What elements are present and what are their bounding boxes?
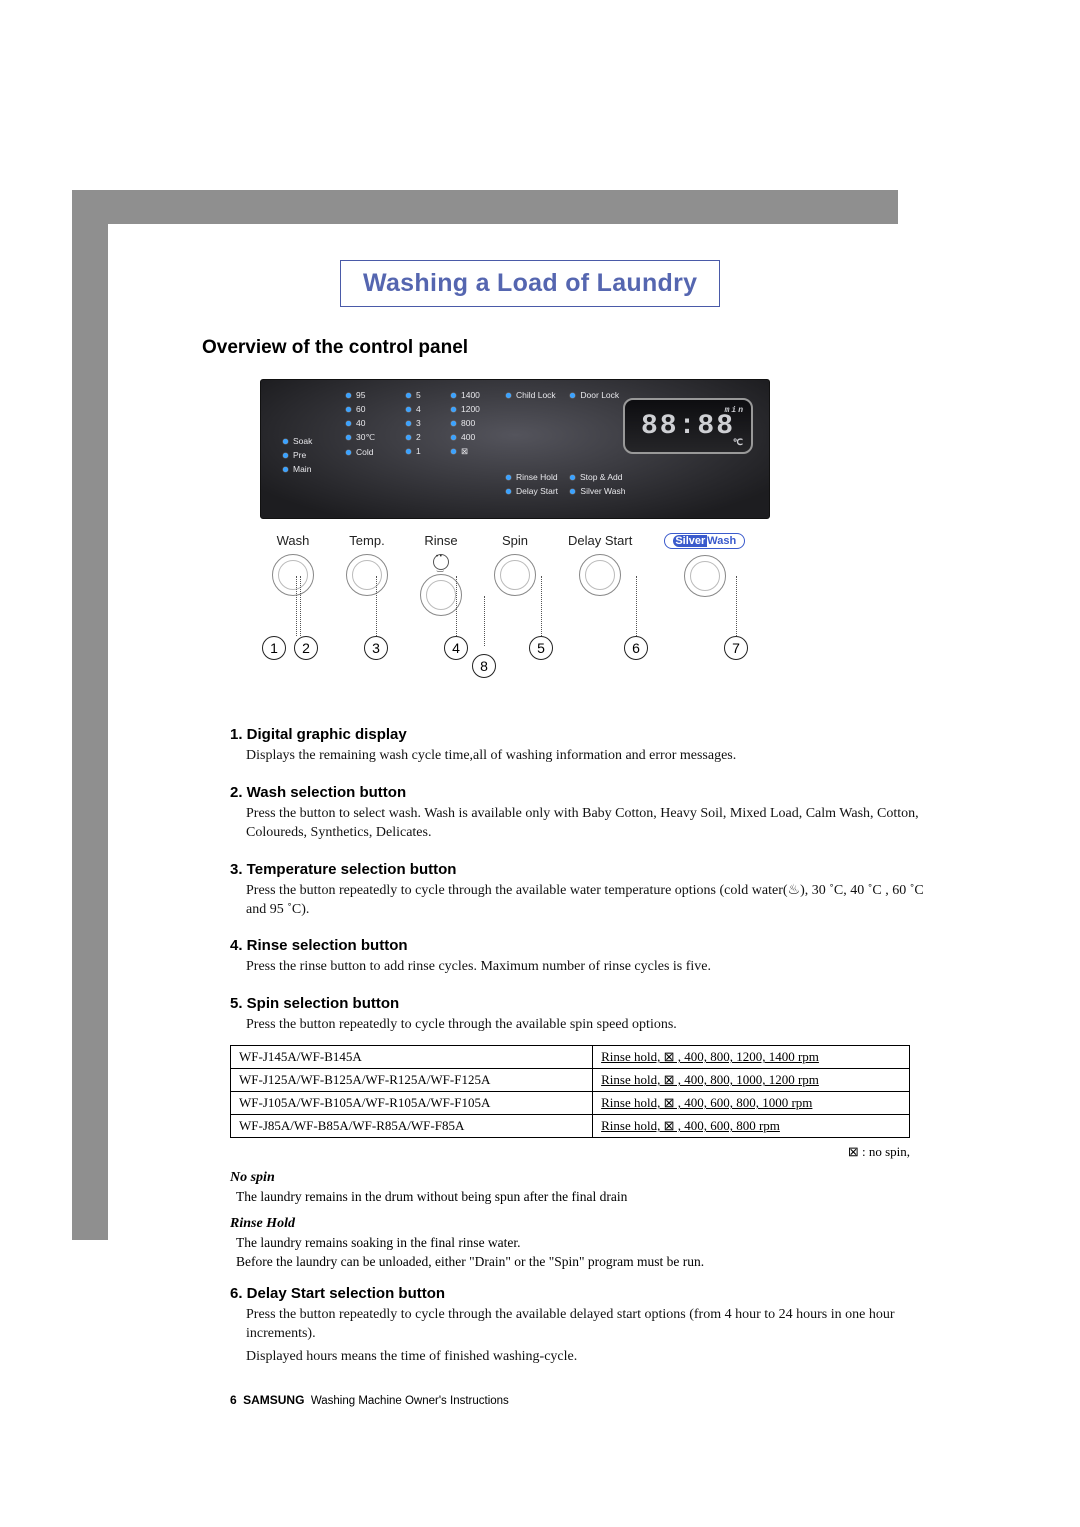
spin-options-col: 1400 1200 800 400 ⊠ bbox=[451, 390, 480, 457]
item-3-heading: 3. Temperature selection button bbox=[230, 861, 930, 878]
spin-speed-table: WF-J145A/WF-B145ARinse hold, ⊠ , 400, 80… bbox=[230, 1045, 910, 1138]
item-4-text: Press the rinse button to add rinse cycl… bbox=[246, 958, 930, 977]
item-2: 2. Wash selection button Press the butto… bbox=[230, 784, 930, 843]
lcd-value: 88:88 bbox=[641, 411, 735, 442]
control-panel-diagram: Soak Pre Main 95 60 40 30℃ Cold 5 4 3 2 … bbox=[260, 379, 930, 696]
lcd-unit: min bbox=[725, 406, 745, 415]
marker-4: 4 bbox=[444, 636, 468, 660]
knob-icon bbox=[346, 554, 388, 596]
marker-2: 2 bbox=[294, 636, 318, 660]
no-spin-legend: ⊠ : no spin, bbox=[230, 1144, 910, 1160]
item-1-text: Displays the remaining wash cycle time,a… bbox=[246, 747, 930, 766]
item-6-text2: Displayed hours means the time of finish… bbox=[246, 1348, 930, 1367]
table-row: WF-J125A/WF-B125A/WF-R125A/WF-F125ARinse… bbox=[231, 1069, 910, 1092]
silver-wash-badge: SilverWash bbox=[664, 533, 745, 549]
marker-3: 3 bbox=[364, 636, 388, 660]
marker-5: 5 bbox=[529, 636, 553, 660]
marker-7: 7 bbox=[724, 636, 748, 660]
marker-8: 8 bbox=[472, 654, 496, 678]
knob-icon bbox=[684, 555, 726, 597]
table-row: WF-J145A/WF-B145ARinse hold, ⊠ , 400, 80… bbox=[231, 1046, 910, 1069]
face-icon bbox=[433, 554, 449, 570]
item-5-text: Press the button repeatedly to cycle thr… bbox=[246, 1016, 930, 1035]
item-2-text: Press the button to select wash. Wash is… bbox=[246, 805, 930, 843]
item-5-heading: 5. Spin selection button bbox=[230, 995, 930, 1012]
page-footer: 6 SAMSUNG Washing Machine Owner's Instru… bbox=[230, 1393, 930, 1407]
table-row: WF-J85A/WF-B85A/WF-R85A/WF-F85ARinse hol… bbox=[231, 1115, 910, 1138]
rinse-hold-text2: Before the laundry can be unloaded, eith… bbox=[236, 1253, 930, 1271]
item-6-heading: 6. Delay Start selection button bbox=[230, 1285, 930, 1302]
temp-options-col: 95 60 40 30℃ Cold bbox=[346, 390, 375, 457]
knob-icon bbox=[272, 554, 314, 596]
opt-pre: Pre bbox=[293, 450, 306, 460]
status-col-a: Child Lock Door Lock bbox=[506, 390, 619, 400]
control-panel: Soak Pre Main 95 60 40 30℃ Cold 5 4 3 2 … bbox=[260, 379, 770, 519]
lcd-deg: ℃ bbox=[733, 438, 745, 448]
item-4-heading: 4. Rinse selection button bbox=[230, 937, 930, 954]
page-title-box: Washing a Load of Laundry bbox=[340, 260, 720, 307]
opt-main: Main bbox=[293, 464, 311, 474]
marker-6: 6 bbox=[624, 636, 648, 660]
frame-top bbox=[108, 190, 898, 224]
item-3: 3. Temperature selection button Press th… bbox=[230, 861, 930, 920]
knob-icon bbox=[579, 554, 621, 596]
silver-wash-button[interactable]: SilverWash bbox=[664, 533, 745, 616]
page-title: Washing a Load of Laundry bbox=[363, 269, 697, 297]
item-1-heading: 1. Digital graphic display bbox=[230, 726, 930, 743]
item-5: 5. Spin selection button Press the butto… bbox=[230, 995, 930, 1035]
rinse-options-col: 5 4 3 2 1 bbox=[406, 390, 421, 456]
marker-1: 1 bbox=[262, 636, 286, 660]
opt-soak: Soak bbox=[293, 436, 312, 446]
page-content: Washing a Load of Laundry Overview of th… bbox=[230, 260, 930, 1407]
footer-text: Washing Machine Owner's Instructions bbox=[311, 1395, 509, 1407]
no-spin-heading: No spin bbox=[230, 1170, 930, 1186]
lcd-display: 88:88 min ℃ bbox=[623, 398, 753, 454]
table-row: WF-J105A/WF-B105A/WF-R105A/WF-F105ARinse… bbox=[231, 1092, 910, 1115]
wash-options-col: Soak Pre Main bbox=[283, 436, 312, 474]
rinse-hold-text1: The laundry remains soaking in the final… bbox=[236, 1234, 930, 1252]
status-col-b: Rinse Hold Stop & Add Delay Start Silver… bbox=[506, 472, 625, 496]
rinse-hold-heading: Rinse Hold bbox=[230, 1216, 930, 1232]
no-spin-text: The laundry remains in the drum without … bbox=[236, 1188, 930, 1206]
item-1: 1. Digital graphic display Displays the … bbox=[230, 726, 930, 766]
callout-leaders: 1 2 3 4 5 6 7 8 bbox=[266, 616, 930, 696]
footer-brand: SAMSUNG bbox=[243, 1393, 304, 1407]
knob-icon bbox=[494, 554, 536, 596]
section-subtitle: Overview of the control panel bbox=[202, 337, 930, 359]
knob-row: Wash Temp. Rinse Spin Delay Start Silver… bbox=[272, 533, 930, 616]
spin-button[interactable]: Spin bbox=[494, 533, 536, 616]
footer-page: 6 bbox=[230, 1393, 237, 1407]
delay-start-button[interactable]: Delay Start bbox=[568, 533, 632, 616]
item-2-heading: 2. Wash selection button bbox=[230, 784, 930, 801]
item-4: 4. Rinse selection button Press the rins… bbox=[230, 937, 930, 977]
temp-button[interactable]: Temp. bbox=[346, 533, 388, 616]
item-6-text1: Press the button repeatedly to cycle thr… bbox=[246, 1306, 930, 1344]
frame-left bbox=[72, 190, 108, 1240]
wash-button[interactable]: Wash bbox=[272, 533, 314, 616]
item-3-text: Press the button repeatedly to cycle thr… bbox=[246, 882, 930, 920]
